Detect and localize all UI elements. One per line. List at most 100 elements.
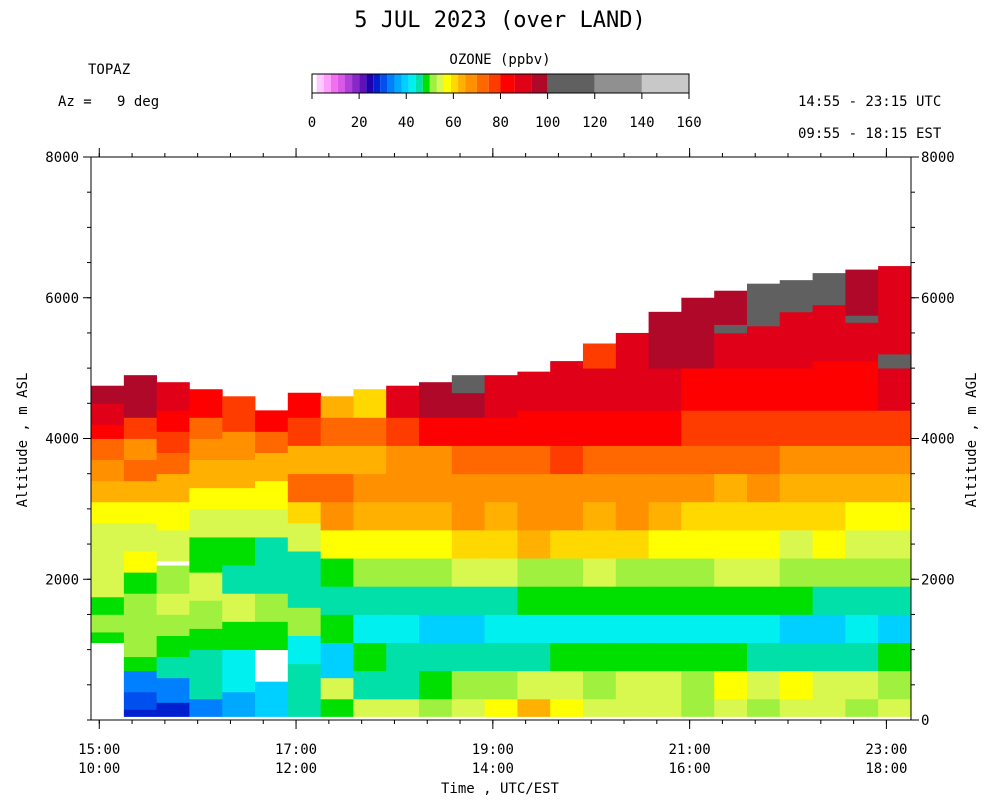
ozone-cell: [156, 635, 190, 658]
ozone-cell: [550, 445, 584, 475]
ozone-cell: [287, 635, 322, 665]
ozone-cell: [386, 698, 420, 717]
ozone-cell: [779, 698, 814, 717]
x-tick-label-utc: 17:00: [275, 742, 317, 758]
ozone-cell: [156, 431, 190, 453]
ozone-cell: [287, 522, 322, 552]
x-tick-label-utc: 21:00: [669, 742, 711, 758]
ozone-cell: [812, 273, 846, 306]
ozone-cell: [386, 529, 420, 559]
ozone-cell: [287, 663, 322, 693]
ozone-cell: [419, 670, 453, 700]
ozone-cell: [550, 558, 584, 587]
ozone-cell: [779, 473, 814, 503]
ozone-cell: [746, 698, 781, 717]
ozone-cell: [779, 311, 814, 369]
ozone-cell: [386, 642, 420, 672]
x-tick-label-est: 10:00: [78, 761, 120, 777]
ozone-cell: [255, 649, 289, 682]
ozone-cell: [779, 445, 814, 475]
chart-title: 5 JUL 2023 (over LAND): [354, 8, 646, 33]
ozone-cell: [845, 361, 879, 411]
ozone-cell: [681, 473, 715, 503]
colorbar-tick-label: 40: [398, 115, 415, 131]
colorbar-swatch: [359, 74, 367, 93]
ozone-cell: [255, 537, 289, 566]
colorbar-swatch: [352, 74, 360, 93]
y-tick-label-right: 6000: [921, 291, 955, 307]
ozone-cell: [582, 343, 617, 369]
colorbar-tick-label: 0: [308, 115, 316, 131]
ozone-cell: [419, 445, 453, 475]
ozone-cell: [451, 392, 485, 418]
colorbar-swatch: [337, 74, 345, 93]
ozone-cell: [255, 480, 289, 510]
ozone-cell: [878, 445, 912, 475]
colorbar-swatch: [394, 74, 402, 93]
ozone-cell: [582, 558, 617, 587]
colorbar-tick-label: 20: [351, 115, 368, 131]
ozone-cell: [779, 586, 814, 615]
ozone-cell: [845, 614, 879, 643]
ozone-cell: [517, 371, 551, 411]
ozone-cell: [222, 508, 256, 538]
ozone-cell: [812, 304, 846, 362]
ozone-cell: [615, 642, 649, 672]
ozone-cell: [779, 558, 814, 587]
ozone-cell: [845, 529, 879, 559]
ozone-cell: [419, 642, 453, 672]
ozone-cell: [484, 698, 518, 717]
colorbar-swatch: [500, 74, 515, 93]
ozone-cell: [156, 656, 190, 679]
ozone-cell: [812, 586, 846, 615]
ozone-cell: [878, 266, 912, 355]
ozone-cell: [353, 558, 387, 587]
ozone-cell: [451, 670, 485, 700]
ozone-cell: [222, 487, 256, 510]
ozone-cell: [353, 586, 387, 615]
ozone-cell: [484, 417, 518, 446]
ozone-cell: [451, 698, 485, 717]
colorbar-swatch: [531, 74, 548, 93]
ozone-cell: [156, 565, 190, 594]
colorbar-swatch: [415, 74, 423, 93]
ozone-cell: [517, 473, 551, 503]
ozone-cell: [123, 551, 158, 573]
ozone-cell: [878, 529, 912, 559]
ozone-cell: [648, 501, 682, 531]
colorbar-tick-label: 60: [445, 115, 462, 131]
ozone-cell: [123, 501, 158, 524]
ozone-cell: [189, 537, 223, 573]
ozone-cell: [451, 558, 485, 587]
ozone-cell: [681, 368, 715, 411]
ozone-cell: [845, 410, 879, 446]
ozone-cell: [353, 670, 387, 700]
ozone-cell: [386, 670, 420, 700]
y-tick-label-right: 2000: [921, 572, 955, 588]
colorbar-swatch: [594, 74, 642, 93]
colorbar-swatch: [436, 74, 444, 93]
ozone-cell: [386, 445, 420, 475]
ozone-cell: [648, 642, 682, 672]
colorbar-swatch: [316, 74, 324, 93]
ozone-cell: [255, 508, 289, 538]
ozone-cell: [878, 501, 912, 531]
ozone-cell: [255, 593, 289, 622]
ozone-cell: [681, 642, 715, 672]
ozone-cell: [484, 642, 518, 672]
ozone-cell: [91, 544, 125, 573]
ozone-cell: [419, 558, 453, 587]
ozone-cell: [746, 529, 781, 559]
ozone-cell: [91, 480, 125, 503]
ozone-cell: [320, 614, 354, 643]
ozone-cell: [582, 368, 617, 411]
ozone-cell: [189, 389, 223, 418]
ozone-cell: [582, 586, 617, 615]
ozone-cell: [189, 649, 223, 672]
colorbar-swatch: [312, 74, 317, 93]
ozone-cell: [91, 501, 125, 524]
ozone-cell: [353, 445, 387, 475]
ozone-cell: [123, 438, 158, 461]
ozone-cell: [550, 361, 584, 411]
ozone-cell: [582, 529, 617, 559]
